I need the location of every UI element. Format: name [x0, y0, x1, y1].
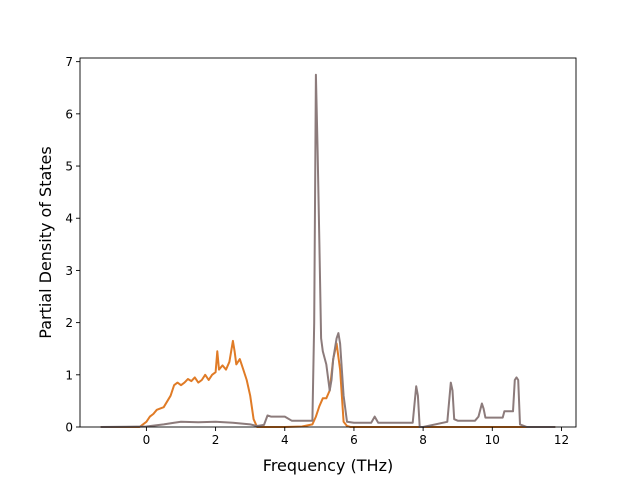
- x-tick-label: 12: [554, 433, 569, 447]
- x-tick-label: 0: [143, 433, 151, 447]
- x-tick-label: 6: [350, 433, 358, 447]
- x-axis-title: Frequency (THz): [263, 456, 393, 475]
- x-tick-label: 10: [485, 433, 500, 447]
- y-tick-label: 6: [65, 107, 73, 121]
- x-tick-label: 4: [281, 433, 289, 447]
- y-tick-label: 2: [65, 316, 73, 330]
- y-tick-label: 0: [65, 421, 73, 435]
- series-line-2: [100, 73, 556, 428]
- plot-frame: [79, 57, 577, 428]
- y-tick-label: 3: [65, 264, 73, 278]
- y-axis-title: Partial Density of States: [36, 146, 55, 338]
- x-tick-label: 2: [212, 433, 220, 447]
- plot-lines: [100, 73, 556, 428]
- y-tick-label: 5: [65, 160, 73, 174]
- y-tick-label: 4: [65, 212, 73, 226]
- x-tick-label: 8: [419, 433, 427, 447]
- y-tick-label: 1: [65, 368, 73, 382]
- y-tick-label: 7: [65, 55, 73, 69]
